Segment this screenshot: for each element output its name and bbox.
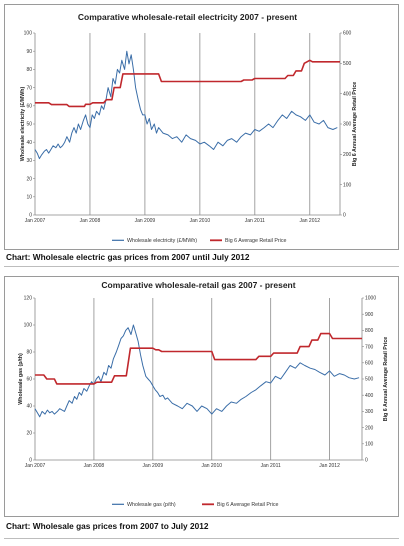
y2-tick-label: 600 (365, 361, 374, 367)
electricity-chart-caption: Chart: Wholesale electric gas prices fro… (6, 252, 250, 262)
x-tick-label: Jan 2012 (299, 218, 320, 224)
y-tick-label: 70 (26, 85, 32, 91)
y2-tick-label: 0 (365, 458, 368, 464)
y-tick-label: 80 (26, 350, 32, 356)
y2-tick-label: 300 (343, 122, 352, 128)
y-axis-label: Wholesale electricity (£/MWh) (20, 87, 26, 162)
y2-tick-label: 400 (343, 91, 352, 97)
y2-axis-label: Big 6 Annual Average Retail Price (383, 337, 389, 422)
x-tick-label: Jan 2009 (135, 218, 156, 224)
electricity-chart-panel: Comparative wholesale-retail electricity… (4, 4, 399, 250)
chart-title: Comparative wholesale-retail gas 2007 - … (101, 280, 295, 290)
legend-label: Big 6 Average Retail Price (217, 502, 278, 508)
y2-tick-label: 100 (365, 442, 374, 448)
y2-tick-label: 200 (365, 425, 374, 431)
x-tick-label: Jan 2008 (84, 463, 105, 469)
y2-tick-label: 500 (365, 377, 374, 383)
y2-tick-label: 800 (365, 328, 374, 334)
x-tick-label: Jan 2008 (80, 218, 101, 224)
legend-label: Wholesale gas (p/th) (127, 502, 176, 508)
y-tick-label: 40 (26, 404, 32, 410)
y-tick-label: 90 (26, 49, 32, 55)
y2-tick-label: 100 (343, 182, 352, 188)
y-tick-label: 20 (26, 431, 32, 437)
series-line-wholesale (34, 50, 338, 160)
y2-tick-label: 500 (343, 61, 352, 67)
gas-chart-caption: Chart: Wholesale gas prices from 2007 to… (6, 521, 209, 531)
divider (4, 266, 399, 267)
y-tick-label: 100 (24, 31, 33, 37)
y-tick-label: 10 (26, 195, 32, 201)
x-tick-label: Jan 2012 (319, 463, 340, 469)
x-tick-label: Jan 2011 (245, 218, 265, 224)
y2-tick-label: 300 (365, 409, 374, 415)
y-tick-label: 80 (26, 67, 32, 73)
y-tick-label: 40 (26, 140, 32, 146)
y2-axis-label: Big 6 Annual Average Retail Price (352, 82, 358, 167)
x-tick-label: Jan 2009 (143, 463, 164, 469)
series-line-retail-price (35, 332, 362, 385)
x-tick-label: Jan 2011 (261, 463, 281, 469)
x-tick-label: Jan 2007 (25, 218, 46, 224)
y-tick-label: 60 (26, 377, 32, 383)
electricity-chart: Comparative wholesale-retail electricity… (20, 12, 358, 244)
gas-chart-panel: Comparative wholesale-retail gas 2007 - … (4, 276, 399, 517)
chart-title: Comparative wholesale-retail electricity… (78, 12, 297, 22)
y-tick-label: 100 (24, 323, 33, 329)
series-line-wholesale (34, 324, 360, 418)
x-tick-label: Jan 2010 (190, 218, 211, 224)
y2-tick-label: 400 (365, 393, 374, 399)
gas-chart: Comparative wholesale-retail gas 2007 - … (18, 280, 389, 508)
y2-tick-label: 200 (343, 152, 352, 158)
legend-label: Big 6 Average Retail Price (225, 238, 286, 244)
legend-label: Wholesale electricity (£/MWh) (127, 238, 197, 244)
y-tick-label: 20 (26, 176, 32, 182)
series-line-retail-price (35, 59, 340, 108)
y2-tick-label: 1000 (365, 296, 376, 302)
y-tick-label: 0 (29, 458, 32, 464)
x-tick-label: Jan 2007 (25, 463, 46, 469)
y2-tick-label: 900 (365, 312, 374, 318)
y2-tick-label: 600 (343, 31, 352, 37)
y-tick-label: 30 (26, 158, 32, 164)
y2-tick-label: 0 (343, 213, 346, 219)
y-tick-label: 60 (26, 104, 32, 110)
y-tick-label: 0 (29, 213, 32, 219)
divider (4, 538, 399, 539)
y-axis-label: Wholesale gas (p/th) (18, 353, 24, 405)
y2-tick-label: 700 (365, 344, 374, 350)
y-tick-label: 120 (24, 296, 33, 302)
y-tick-label: 50 (26, 122, 32, 128)
x-tick-label: Jan 2010 (201, 463, 222, 469)
